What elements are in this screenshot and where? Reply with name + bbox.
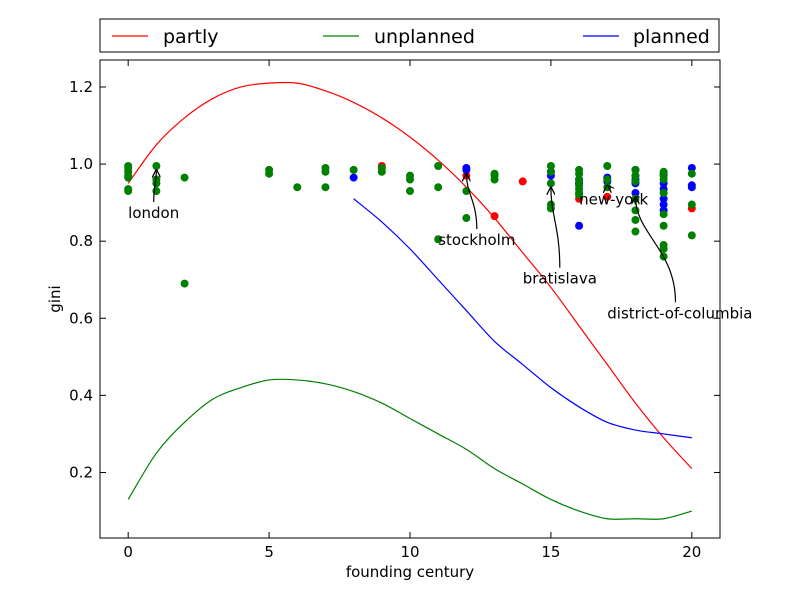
point-unplanned — [687, 169, 696, 178]
point-planned — [631, 188, 640, 197]
point-unplanned — [377, 167, 386, 176]
point-unplanned — [293, 183, 302, 192]
point-unplanned — [575, 169, 584, 178]
point-unplanned — [265, 169, 274, 178]
point-unplanned — [575, 190, 584, 199]
fit-line-partly — [127, 81, 693, 470]
legend-label-partly: partly — [163, 26, 219, 48]
y-tick-label: 1.0 — [69, 155, 93, 173]
y-axis-label: gini — [46, 285, 64, 312]
y-tick-label: 0.4 — [69, 386, 93, 404]
legend-box — [99, 18, 720, 53]
point-unplanned — [406, 187, 414, 196]
point-unplanned — [434, 235, 443, 244]
point-unplanned — [659, 221, 668, 230]
point-unplanned — [321, 167, 330, 176]
point-unplanned — [603, 175, 612, 184]
point-unplanned — [434, 162, 443, 171]
point-unplanned — [659, 175, 668, 184]
point-planned — [659, 200, 668, 209]
annotation-arrow-district-of-columbia — [636, 197, 677, 303]
point-unplanned — [631, 227, 640, 236]
y-tick-label: 0.6 — [69, 309, 93, 327]
annotation-district-of-columbia: district-of-columbia — [607, 304, 752, 322]
y-tick-label: 0.2 — [69, 463, 93, 481]
point-planned — [462, 165, 471, 174]
point-unplanned — [631, 165, 640, 174]
annotation-arrow-london — [154, 170, 157, 203]
point-unplanned — [546, 167, 555, 176]
point-unplanned — [349, 165, 358, 174]
point-unplanned — [631, 215, 640, 224]
point-partly — [490, 212, 499, 221]
point-unplanned — [321, 183, 330, 192]
point-planned — [349, 173, 358, 182]
ticks-layer: 0 5 10 15 20 0.2 0.4 0.6 0.8 1.0 1.2 — [69, 60, 720, 561]
annotation-london: london — [128, 204, 179, 222]
point-unplanned — [152, 162, 161, 171]
point-unplanned — [575, 175, 584, 184]
point-planned — [575, 221, 584, 230]
annotation-stockholm: stockholm — [438, 231, 515, 249]
fit-line-unplanned — [127, 378, 692, 520]
point-unplanned — [687, 200, 696, 209]
point-unplanned — [603, 162, 612, 171]
point-unplanned — [152, 179, 161, 188]
y-tick-label: 1.2 — [69, 78, 93, 96]
fit-line-planned — [353, 198, 692, 439]
point-unplanned — [180, 279, 189, 288]
point-unplanned — [631, 177, 640, 186]
point-unplanned — [462, 214, 471, 223]
y-tick-label: 0.8 — [69, 232, 93, 250]
point-unplanned — [490, 175, 499, 184]
point-partly — [603, 192, 612, 201]
point-planned — [687, 163, 696, 172]
point-unplanned — [659, 244, 668, 253]
point-unplanned — [180, 173, 189, 182]
annotation-bratislava: bratislava — [523, 270, 597, 288]
legend-label-planned: planned — [633, 26, 710, 48]
x-tick-label: 10 — [400, 543, 419, 561]
point-unplanned — [631, 171, 640, 180]
point-unplanned — [434, 183, 443, 192]
point-unplanned — [124, 173, 133, 182]
annotation-arrow-new-york — [607, 185, 615, 188]
x-tick-label: 0 — [123, 543, 133, 561]
annotation-new-york: new-york — [579, 191, 648, 209]
legend: partly unplanned planned — [99, 18, 720, 53]
legend-label-unplanned: unplanned — [374, 26, 475, 48]
point-partly — [518, 177, 527, 186]
x-tick-label: 20 — [682, 543, 701, 561]
annotation-arrow-bratislava — [551, 187, 561, 268]
annotation-arrow-stockholm — [466, 174, 478, 230]
x-axis-label: founding century — [346, 563, 474, 581]
point-unplanned — [406, 175, 414, 184]
point-unplanned — [124, 187, 133, 196]
fit-lines-layer — [127, 81, 693, 520]
point-planned — [687, 183, 696, 192]
point-unplanned — [546, 162, 555, 171]
point-unplanned — [687, 231, 696, 240]
point-unplanned — [659, 210, 668, 219]
x-tick-label: 5 — [264, 543, 274, 561]
x-tick-label: 15 — [541, 543, 560, 561]
point-unplanned — [659, 188, 668, 197]
point-planned — [659, 194, 668, 203]
point-unplanned — [546, 179, 555, 188]
